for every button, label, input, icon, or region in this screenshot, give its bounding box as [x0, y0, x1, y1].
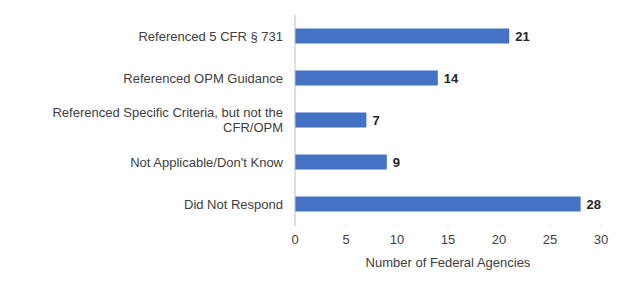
- data-label: 14: [444, 71, 459, 86]
- category-label-line: CFR/OPM: [223, 120, 283, 135]
- tick-label: 10: [390, 232, 404, 247]
- data-label: 7: [372, 113, 379, 128]
- bar: [295, 155, 387, 170]
- bar: [295, 113, 366, 128]
- data-label: 9: [393, 155, 400, 170]
- tick-mark: [550, 225, 551, 226]
- bar: [295, 29, 509, 44]
- category-label-line: Referenced Specific Criteria, but not th…: [52, 105, 283, 120]
- category-label: Referenced 5 CFR § 731: [138, 29, 283, 44]
- tick-mark: [346, 225, 347, 226]
- category-label: Did Not Respond: [184, 197, 283, 212]
- tick-label: 30: [594, 232, 608, 247]
- bars: [295, 29, 581, 212]
- category-label-line: Not Applicable/Don't Know: [130, 155, 283, 170]
- tick-mark: [601, 225, 602, 226]
- x-ticks: 0 5 10 15 20 25 30: [291, 225, 608, 247]
- tick-mark: [295, 225, 296, 226]
- category-label: Not Applicable/Don't Know: [130, 155, 283, 170]
- bar: [295, 71, 438, 86]
- bar: [295, 197, 581, 212]
- category-label-line: Did Not Respond: [184, 197, 283, 212]
- tick-mark: [499, 225, 500, 226]
- y-axis-line: [295, 15, 296, 225]
- tick-mark: [397, 225, 398, 226]
- tick-mark: [448, 225, 449, 226]
- data-label: 21: [515, 29, 529, 44]
- tick-label: 15: [441, 232, 455, 247]
- tick-label: 5: [342, 232, 349, 247]
- chart: 21147928Referenced 5 CFR § 731Referenced…: [0, 0, 624, 288]
- tick-label: 25: [543, 232, 557, 247]
- data-labels: 21 14 7 9 28: [372, 29, 601, 212]
- category-label: Referenced Specific Criteria, but not th…: [52, 105, 283, 135]
- data-label: 28: [587, 197, 601, 212]
- tick-label: 0: [291, 232, 298, 247]
- tick-label: 20: [492, 232, 506, 247]
- category-label-line: Referenced 5 CFR § 731: [138, 29, 283, 44]
- category-labels: Referenced 5 CFR § 731 Referenced OPM Gui…: [52, 29, 283, 212]
- category-label-line: Referenced OPM Guidance: [123, 71, 283, 86]
- x-axis-title: Number of Federal Agencies: [366, 255, 531, 270]
- category-label: Referenced OPM Guidance: [123, 71, 283, 86]
